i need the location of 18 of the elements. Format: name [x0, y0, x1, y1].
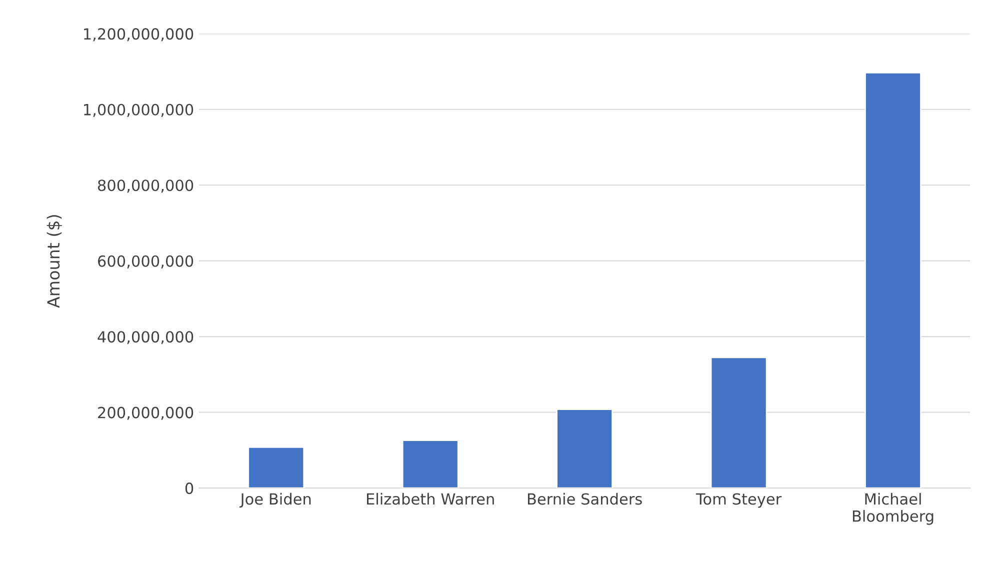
y-tick-label: 400,000,000 [98, 331, 194, 344]
bar [556, 408, 614, 488]
bar [248, 446, 305, 488]
y-axis-title: Amount ($) [46, 215, 62, 308]
bar [402, 440, 459, 488]
x-tick-label: Tom Steyer [696, 493, 782, 508]
bar [864, 72, 922, 488]
x-tick-label: Joe Biden [240, 492, 311, 508]
y-tick-label: 1,200,000,000 [84, 28, 194, 42]
x-tick-label: Bernie Sanders [528, 492, 642, 505]
y-tick-label: 800,000,000 [98, 180, 194, 193]
x-tick-label: Elizabeth Warren [367, 492, 494, 505]
bar [710, 356, 768, 488]
y-tick-label: 0 [185, 482, 194, 494]
y-tick-label: 1,000,000,000 [84, 104, 194, 117]
x-tick-label: Michael Bloomberg [852, 492, 934, 525]
y-tick-label: 200,000,000 [98, 406, 194, 420]
y-tick-label: 600,000,000 [98, 255, 194, 268]
